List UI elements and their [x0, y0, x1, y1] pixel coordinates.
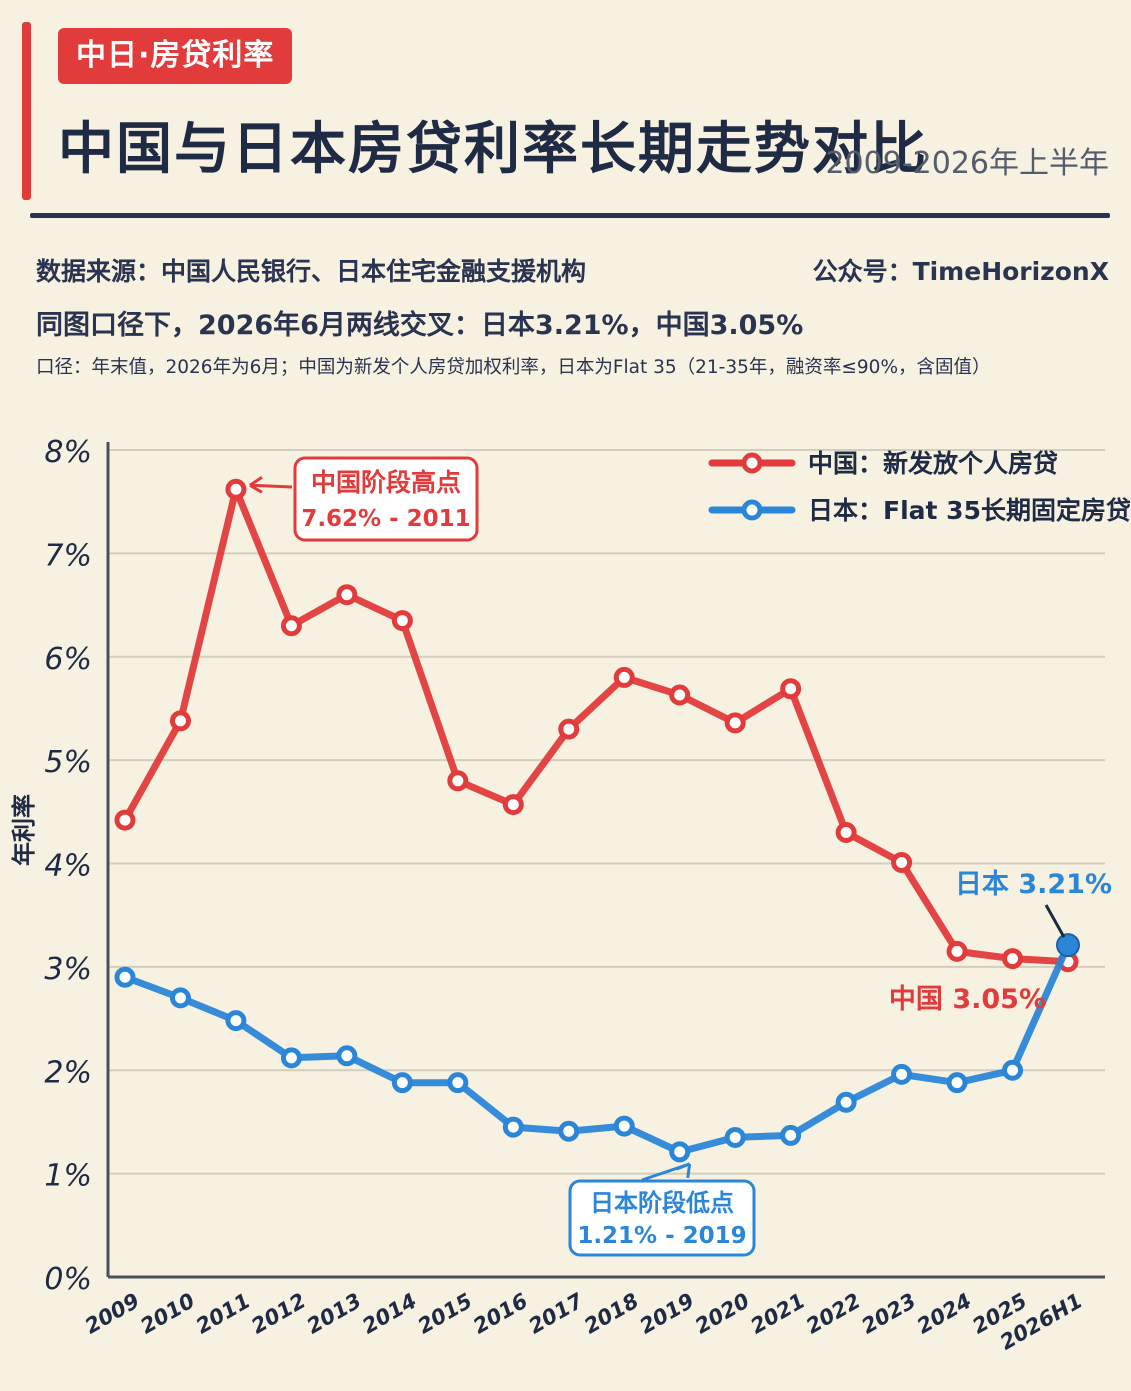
peak-annotation-value: 7.62% - 2011 [301, 506, 470, 532]
crossover-note: 同图口径下，2026年6月两线交叉：日本3.21%，中国3.05% [36, 310, 804, 341]
series-group [114, 478, 1080, 1163]
japan-data-point [225, 1010, 247, 1032]
japan-data-point [502, 1116, 524, 1138]
low-annotation-box [568, 1179, 756, 1257]
y-axis-label: 年利率 [10, 794, 38, 866]
china-data-point [558, 718, 580, 740]
china-data-point [280, 615, 302, 637]
china-data-point [613, 666, 635, 688]
japan-data-point [613, 1115, 635, 1137]
japan-data-point [835, 1091, 857, 1113]
japan-data-point [724, 1126, 746, 1148]
x-tick-label: 2020 [691, 1289, 754, 1339]
china-data-point [669, 684, 691, 706]
x-tick-label: 2017 [525, 1288, 588, 1338]
data-source: 数据来源：中国人民银行、日本住宅金融支援机构 [36, 257, 587, 286]
legend-china-label: 中国：新发放个人房贷 [808, 449, 1058, 478]
japan-data-point [946, 1072, 968, 1094]
peak-arrow-head [249, 476, 263, 494]
peak-annotation-box [293, 456, 479, 542]
low-annotation-title: 日本阶段低点 [590, 1189, 734, 1217]
caliber-note: 口径：年末值，2026年为6月；中国为新发个人房贷加权利率，日本为Flat 35… [36, 357, 991, 378]
page-title: 中国与日本房贷利率长期走势对比 [58, 117, 928, 182]
grid-lines [108, 449, 1105, 1175]
japan-end-pointer [1044, 904, 1066, 938]
x-tick-label: 2023 [857, 1289, 920, 1339]
japan-data-point [391, 1072, 413, 1094]
china-data-point [724, 712, 746, 734]
legend-china-marker [741, 452, 763, 474]
china-data-point [169, 710, 191, 732]
legend-japan-label: 日本：Flat 35长期固定房贷 [808, 496, 1131, 525]
annotations: 中国阶段高点 7.62% - 2011 日本阶段低点 1.21% - 2019 日本 3… [249, 456, 1112, 1257]
japan-data-point [114, 966, 136, 988]
x-tick-labels: 2009201020112012201320142015201620172018… [81, 1288, 1087, 1354]
china-data-point [835, 821, 857, 843]
japan-end-point [1056, 933, 1080, 958]
china-end-label: 中国 3.05% [889, 984, 1046, 1015]
axes [106, 442, 1105, 1279]
divider [30, 213, 1110, 218]
y-tick-label: 3% [44, 952, 92, 987]
japan-data-point [558, 1120, 580, 1142]
china-data-point [447, 770, 469, 792]
x-tick-label: 2018 [580, 1289, 643, 1339]
accent-bar [22, 22, 31, 200]
y-tick-label: 5% [44, 745, 92, 780]
japan-data-point [280, 1047, 302, 1069]
low-arrow-head [676, 1162, 692, 1179]
y-tick-label: 6% [44, 642, 92, 677]
japan-data-point [891, 1063, 913, 1085]
x-tick-label: 2012 [247, 1289, 310, 1339]
legend-japan-marker [741, 499, 763, 521]
x-tick-label: 2019 [636, 1289, 699, 1339]
peak-annotation-title: 中国阶段高点 [311, 468, 461, 497]
x-tick-label: 2021 [747, 1289, 810, 1339]
date-range: 2009-2026年上半年 [825, 146, 1109, 181]
japan-end-label: 日本 3.21% [955, 869, 1112, 900]
y-tick-label: 1% [44, 1159, 92, 1194]
china-data-point [1002, 948, 1024, 970]
china-data-point [225, 478, 247, 500]
y-tick-label: 8% [44, 435, 92, 470]
japan-data-point [780, 1124, 802, 1146]
japan-data-point [447, 1072, 469, 1094]
y-tick-label: 7% [44, 538, 92, 573]
japan-data-point [669, 1141, 691, 1163]
x-tick-label: 2024 [913, 1289, 976, 1339]
x-tick-label: 2014 [358, 1289, 421, 1339]
japan-series-line [121, 941, 1072, 1156]
y-tick-label: 4% [44, 849, 92, 884]
y-tick-label: 0% [44, 1262, 92, 1297]
china-data-point [891, 851, 913, 873]
y-tick-labels: 0% 1% 2% 3% 4% 5% 6% 7% 8% [44, 435, 92, 1297]
china-data-point [336, 584, 358, 606]
china-data-point [780, 678, 802, 700]
japan-data-point [169, 987, 191, 1009]
japan-data-point [336, 1045, 358, 1067]
account-label: 公众号：TimeHorizonX [812, 257, 1109, 286]
china-series-line [121, 485, 1072, 966]
x-tick-label: 2022 [802, 1289, 865, 1339]
topic-tag: 中日·房贷利率 [58, 28, 293, 84]
china-data-point [391, 610, 413, 632]
china-data-point [114, 809, 136, 831]
x-tick-label: 2013 [303, 1289, 366, 1339]
china-data-point [946, 940, 968, 962]
y-tick-label: 2% [44, 1055, 92, 1090]
china-data-point [502, 794, 524, 816]
x-tick-label: 2010 [136, 1289, 199, 1339]
x-tick-label: 2016 [469, 1289, 532, 1339]
x-tick-label: 2015 [414, 1289, 477, 1339]
japan-data-point [1002, 1059, 1024, 1081]
low-annotation-value: 1.21% - 2019 [577, 1223, 746, 1249]
peak-arrow-line [251, 483, 293, 489]
x-tick-label: 2011 [192, 1289, 255, 1339]
